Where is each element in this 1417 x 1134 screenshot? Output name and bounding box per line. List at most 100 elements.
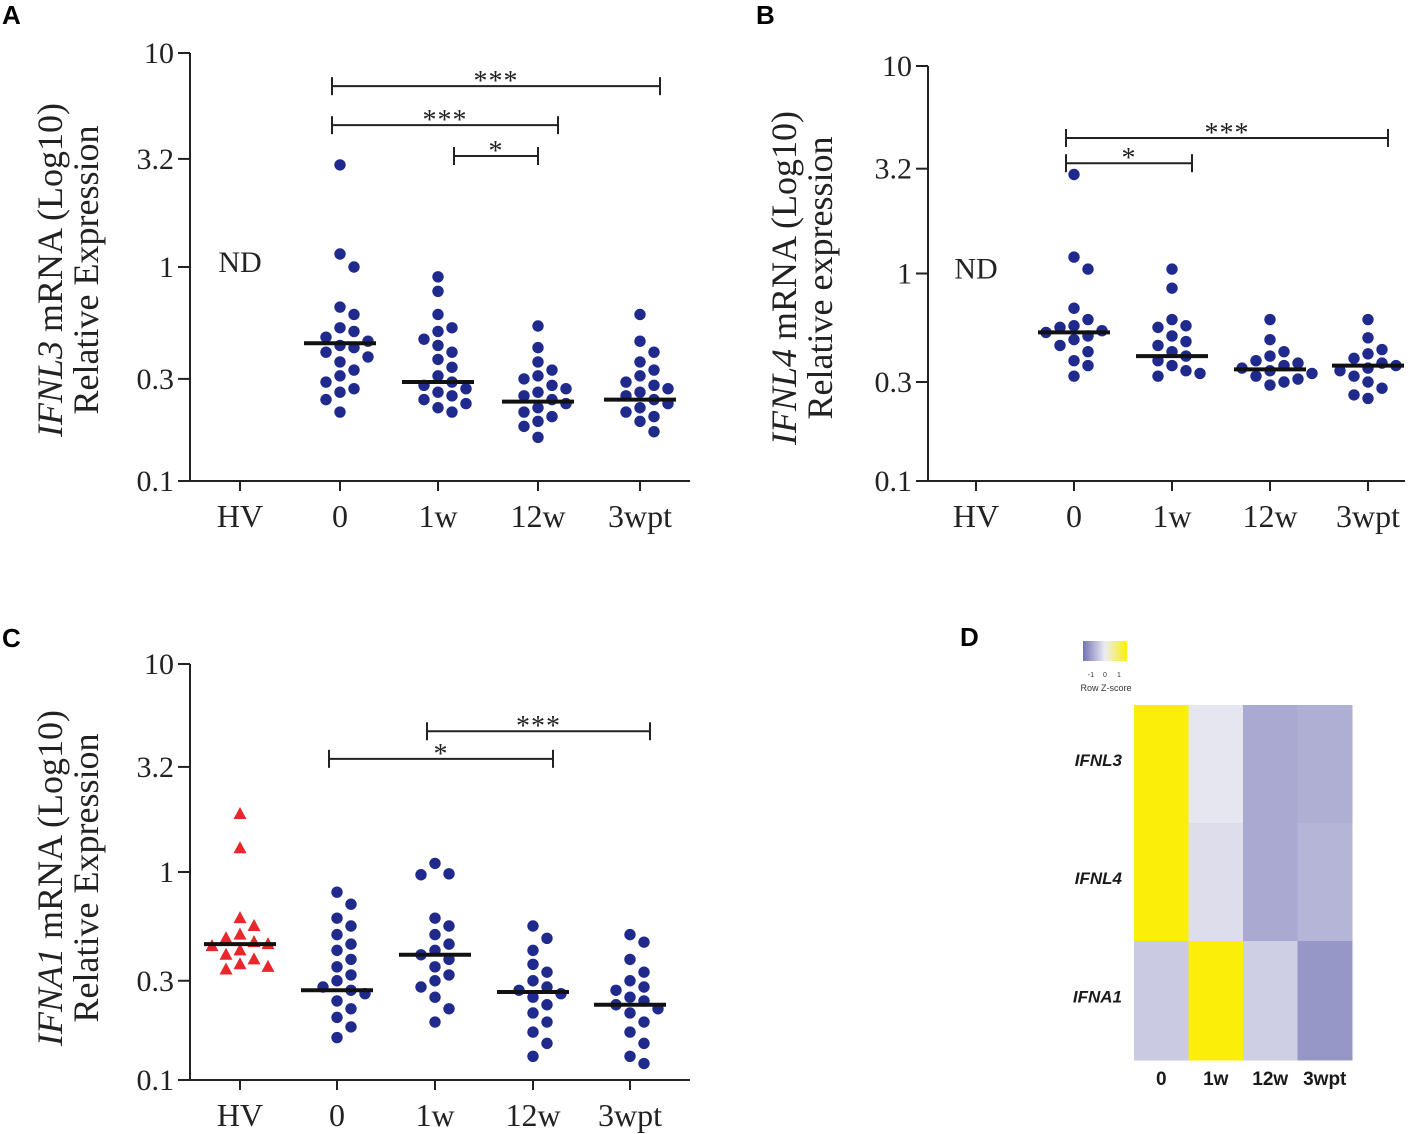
data-point [527,991,539,1003]
x-tick-label: 0 [332,498,348,534]
data-point [634,402,646,414]
data-point [334,159,346,171]
data-point [1152,339,1164,352]
data-point [429,975,441,987]
data-point [1054,339,1066,352]
heatmap-cell [1243,823,1298,942]
data-point [432,308,444,321]
x-tick-label: 12w [505,1097,560,1133]
data-point [560,382,572,395]
significance-bracket: *** [331,66,661,97]
significance-label: * [434,739,449,770]
heatmap-column-label: 3wpt [1303,1069,1347,1090]
data-point [1068,320,1080,332]
y-axis-unit-c: mRNA (Log10) [30,710,70,948]
panel-letter-d: D [960,622,979,652]
data-point [331,912,343,924]
heatmap-cell [1134,705,1189,824]
data-point [345,969,357,981]
heatmap-a: -1 0 1 Row Z-score IFNL3 IFNL4 IFNA1 0 1w 12w 3wpt [1073,641,1353,1090]
data-point [362,351,374,363]
data-point [638,981,650,993]
significance-bracket: *** [1065,118,1389,149]
data-point [334,370,346,382]
data-point [541,966,553,978]
data-point [634,356,646,368]
data-point-triangle [247,919,261,932]
data-point [638,936,650,948]
data-point [432,370,444,382]
data-point [638,1057,650,1070]
data-point-triangle [233,807,247,820]
significance-label: * [489,136,504,167]
legend-title: Row Z-score [1080,683,1131,693]
panel-c: C IFNA1 mRNA (Log10) Relative Expression… [2,623,690,1133]
x-tick-label: 1w [418,498,457,534]
x-tick-label: 3wpt [1336,498,1400,534]
data-point [331,886,343,898]
data-point [624,1026,636,1038]
data-point [532,341,544,354]
significance-bracket: *** [426,711,651,742]
data-point [620,376,632,388]
data-point [429,928,441,941]
data-point [331,975,343,987]
heatmap-cell [1134,941,1189,1061]
data-point [1264,313,1276,326]
data-point [518,406,530,418]
data-point [1166,263,1178,275]
not-detected-label: ND [218,246,261,279]
data-point-triangle [261,959,275,972]
y-tick-label: 3.2 [137,751,175,784]
data-point [624,991,636,1003]
data-point [624,1007,636,1019]
data-point [541,981,553,993]
data-point [532,386,544,398]
x-tick-label: 3wpt [598,1097,662,1133]
data-point [446,361,458,373]
data-point [348,308,360,321]
data-point [334,406,346,418]
y-tick-label: 0.1 [137,465,175,498]
significance-label: *** [1205,118,1250,149]
data-point-triangle [233,927,247,940]
data-point [1348,370,1360,382]
y-tick-label: 0.3 [137,363,175,396]
data-point [1362,348,1374,360]
data-point [1348,389,1360,401]
heatmap-cell [1188,705,1244,824]
data-point [429,991,441,1003]
data-point [541,999,553,1011]
data-point [532,370,544,382]
data-point [624,1050,636,1062]
data-point [348,261,360,273]
data-point [648,425,660,438]
data-point [1054,321,1066,334]
data-point [1068,370,1080,382]
data-point [348,364,360,376]
y-tick-label: 3.2 [875,153,913,186]
y-axis-title-b: IFNL4 mRNA (Log10) [764,111,804,446]
significance-bracket: * [1065,143,1193,174]
color-legend: -1 0 1 Row Z-score [1080,641,1132,693]
data-point [638,1037,650,1050]
data-point [527,958,539,970]
significance-label: *** [516,711,561,742]
data-point [546,379,558,392]
heatmap-row-label: IFNL4 [1075,869,1123,888]
x-tick-label: HV [217,498,263,534]
data-point [1166,313,1178,326]
data-point [415,981,427,993]
y-axis-title-line2-a: Relative Expression [66,126,106,415]
data-point [334,248,346,260]
data-point [320,346,332,358]
data-point [320,331,332,343]
data-point [1264,379,1276,391]
data-point [541,1037,553,1050]
data-point [527,1050,539,1062]
data-point-triangle [233,957,247,970]
data-point [331,961,343,973]
y-tick-label: 0.3 [875,366,913,399]
